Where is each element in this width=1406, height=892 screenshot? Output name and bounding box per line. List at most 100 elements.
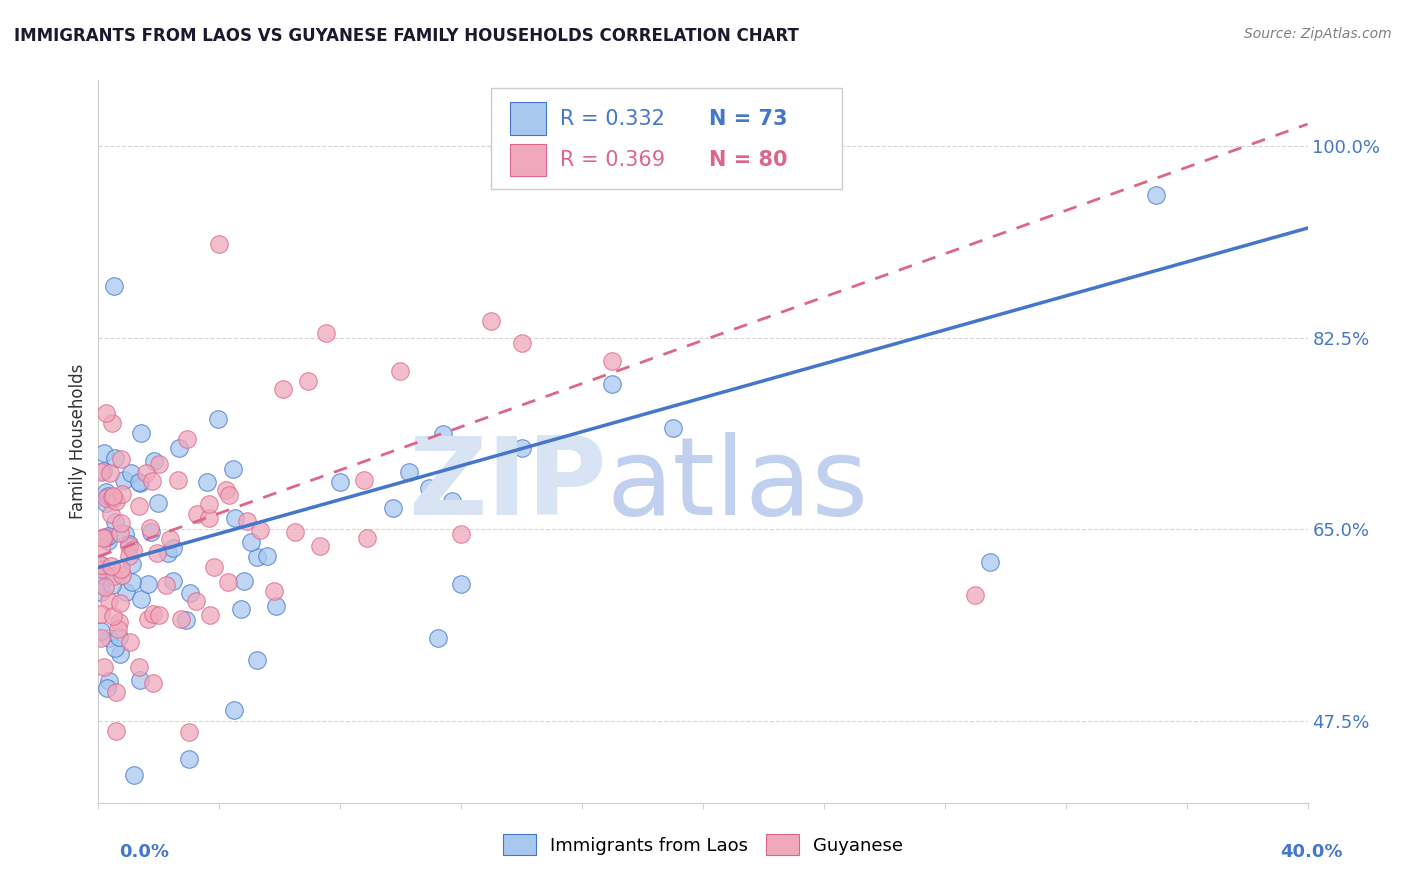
Point bbox=[94, 496, 117, 510]
Point bbox=[90, 607, 112, 621]
Point bbox=[100, 558, 122, 573]
Point bbox=[107, 622, 129, 636]
Point bbox=[155, 577, 177, 591]
Point bbox=[104, 724, 127, 739]
Point bbox=[426, 632, 449, 646]
Point bbox=[315, 326, 337, 341]
Point bbox=[263, 584, 285, 599]
Point bbox=[118, 635, 141, 649]
Point bbox=[266, 599, 288, 613]
Point bbox=[162, 541, 184, 556]
Point bbox=[107, 615, 129, 629]
Point bbox=[256, 549, 278, 563]
Legend: Immigrants from Laos, Guyanese: Immigrants from Laos, Guyanese bbox=[496, 827, 910, 863]
Point bbox=[198, 511, 221, 525]
Point bbox=[139, 521, 162, 535]
Point bbox=[94, 406, 117, 420]
Point bbox=[146, 496, 169, 510]
Point bbox=[104, 451, 127, 466]
Point bbox=[139, 524, 162, 539]
Point bbox=[148, 608, 170, 623]
Point bbox=[661, 420, 683, 434]
Point bbox=[1144, 188, 1167, 202]
Point bbox=[101, 416, 124, 430]
Point bbox=[186, 508, 208, 522]
Point bbox=[101, 609, 124, 624]
Point bbox=[284, 524, 307, 539]
Point bbox=[90, 585, 112, 599]
Point bbox=[246, 549, 269, 564]
Point bbox=[131, 425, 153, 440]
Point bbox=[128, 475, 150, 489]
Point bbox=[98, 631, 121, 645]
Point bbox=[432, 426, 454, 441]
Point bbox=[90, 576, 112, 591]
Point bbox=[96, 681, 118, 695]
Point bbox=[129, 592, 152, 607]
Point bbox=[91, 562, 114, 576]
Point bbox=[90, 574, 112, 589]
Point bbox=[142, 607, 165, 622]
Point bbox=[94, 491, 117, 505]
Point bbox=[93, 446, 115, 460]
Point bbox=[249, 523, 271, 537]
Point bbox=[418, 481, 440, 495]
Point bbox=[235, 515, 257, 529]
Point bbox=[103, 569, 125, 583]
Point bbox=[111, 567, 134, 582]
Point bbox=[195, 475, 218, 489]
Point bbox=[353, 473, 375, 487]
Text: 0.0%: 0.0% bbox=[120, 843, 170, 861]
Text: N = 73: N = 73 bbox=[709, 109, 787, 128]
Point bbox=[174, 614, 197, 628]
Point bbox=[167, 473, 190, 487]
Point bbox=[240, 535, 263, 549]
Point bbox=[186, 594, 208, 608]
Point bbox=[94, 484, 117, 499]
Point bbox=[232, 574, 254, 588]
Point bbox=[97, 533, 120, 548]
Point bbox=[217, 575, 239, 590]
Point bbox=[128, 499, 150, 513]
Point bbox=[218, 488, 240, 502]
Point bbox=[97, 529, 120, 543]
Point bbox=[91, 531, 114, 545]
Point bbox=[104, 640, 127, 655]
Point bbox=[979, 555, 1001, 569]
Point bbox=[114, 527, 136, 541]
Point bbox=[122, 542, 145, 557]
Point bbox=[112, 474, 135, 488]
Point bbox=[108, 596, 131, 610]
Point bbox=[297, 374, 319, 388]
Point bbox=[90, 632, 112, 646]
Point bbox=[308, 539, 330, 553]
Point bbox=[97, 674, 120, 689]
Point bbox=[110, 562, 132, 576]
Point bbox=[356, 531, 378, 545]
Point bbox=[143, 454, 166, 468]
Point bbox=[104, 515, 127, 529]
Point bbox=[510, 442, 533, 456]
FancyBboxPatch shape bbox=[492, 87, 842, 189]
Point bbox=[142, 675, 165, 690]
Point bbox=[121, 558, 143, 572]
Point bbox=[93, 530, 115, 544]
Point bbox=[108, 630, 131, 644]
Point bbox=[108, 648, 131, 662]
Point bbox=[157, 546, 180, 560]
Point bbox=[103, 491, 125, 505]
Point bbox=[101, 490, 124, 504]
Point bbox=[389, 364, 412, 378]
Point bbox=[148, 457, 170, 471]
Point bbox=[510, 335, 533, 350]
Point bbox=[246, 653, 269, 667]
Point bbox=[136, 611, 159, 625]
Point bbox=[108, 525, 131, 540]
Point bbox=[179, 724, 201, 739]
Point bbox=[179, 586, 201, 600]
Point bbox=[101, 577, 124, 591]
Point bbox=[450, 577, 472, 591]
Text: R = 0.332: R = 0.332 bbox=[561, 109, 665, 128]
Point bbox=[208, 237, 231, 252]
Point bbox=[159, 532, 181, 546]
